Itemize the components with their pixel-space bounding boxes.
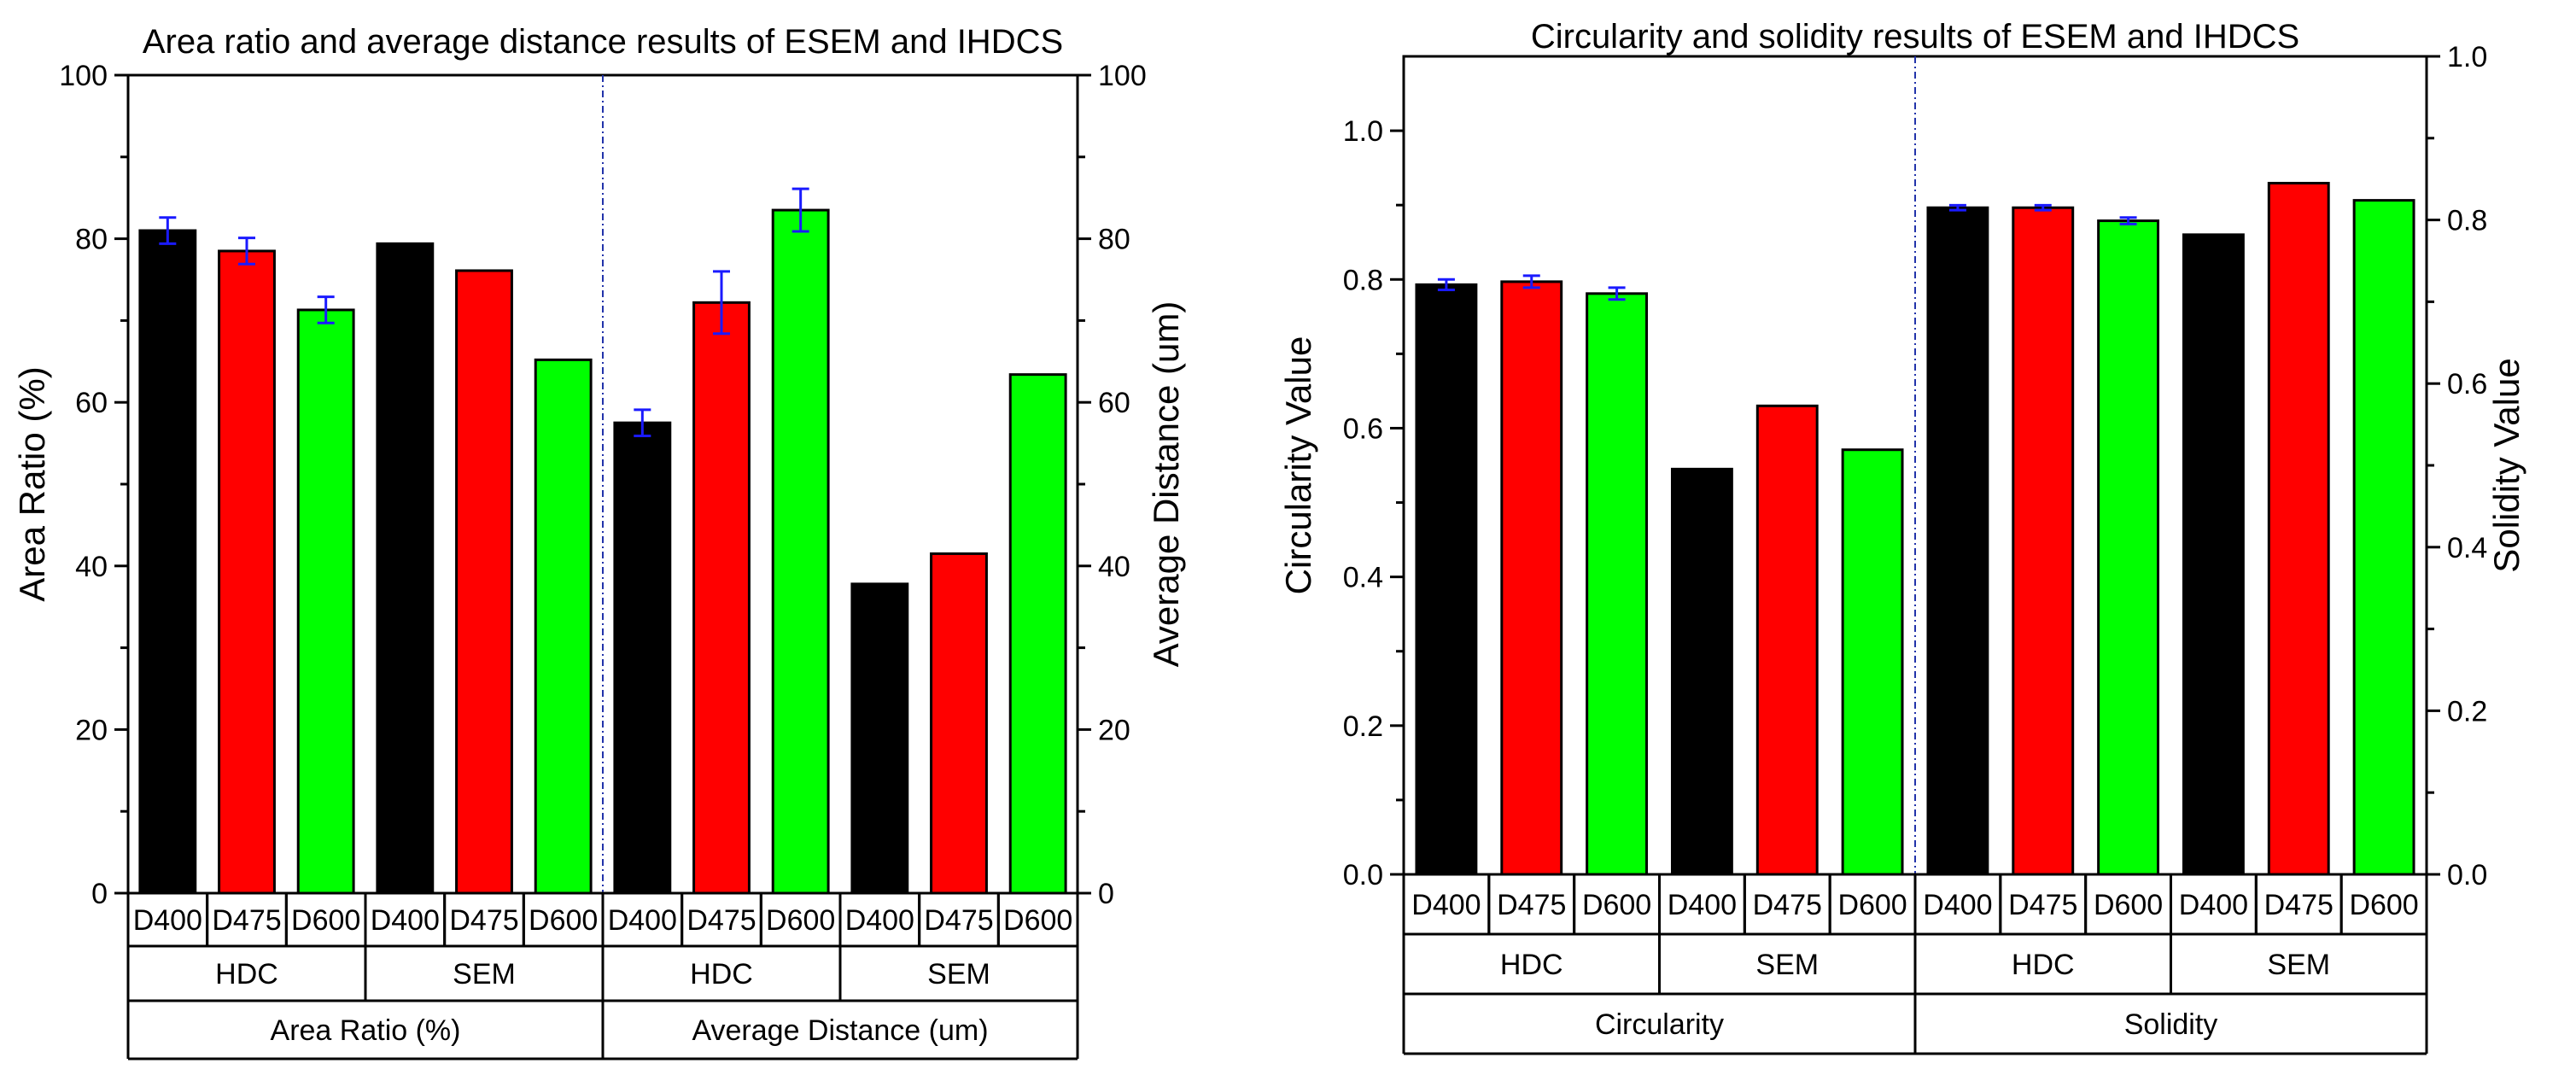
group-label: HDC [2012, 949, 2075, 981]
y-tick-label: 0.8 [1343, 264, 1383, 296]
bar [455, 269, 513, 895]
y-tick-label: 0.6 [1343, 412, 1383, 445]
chart-title: Area ratio and average distance results … [143, 23, 1063, 61]
y-tick-label: 60 [75, 387, 108, 419]
bar [613, 421, 672, 895]
bar [930, 552, 988, 895]
category-label: D400 [608, 904, 677, 937]
category-label: D475 [924, 904, 993, 937]
category-label: D400 [133, 904, 202, 937]
bar [376, 242, 435, 895]
bar [218, 249, 276, 895]
bar [1586, 292, 1649, 876]
y2-tick-label: 0 [1098, 878, 1114, 910]
metric-label: Circularity [1595, 1008, 1724, 1041]
y2-tick-label: 1.0 [2447, 41, 2487, 73]
category-label: D600 [766, 904, 835, 937]
group-label: SEM [1755, 949, 1819, 981]
y2-tick-label: 60 [1098, 387, 1130, 419]
y2-tick-label: 100 [1098, 60, 1147, 92]
y-axis-label: Circularity Value [1278, 336, 1318, 595]
y2-tick-label: 0.8 [2447, 205, 2487, 237]
bar [1841, 448, 1904, 876]
chart-title: Circularity and solidity results of ESEM… [1531, 18, 2299, 56]
y-axis-label: Area Ratio (%) [12, 366, 52, 601]
category-label: D475 [449, 904, 518, 937]
bar [1415, 283, 1478, 876]
bar [692, 301, 751, 895]
category-label: D475 [1497, 889, 1566, 921]
group-label: HDC [690, 958, 753, 990]
category-label: D600 [1003, 904, 1072, 937]
group-label: HDC [1500, 949, 1563, 981]
category-cell [996, 891, 1079, 948]
bar [2267, 181, 2330, 876]
bar [1500, 280, 1563, 876]
y-tick-label: 0.2 [1343, 710, 1383, 743]
group-label: SEM [453, 958, 516, 990]
y-tick-label: 100 [59, 60, 108, 92]
chart-area-ratio-distance: Area ratio and average distance results … [12, 23, 1186, 1061]
bar [1670, 467, 1733, 876]
bar [296, 308, 355, 895]
y-tick-label: 40 [75, 551, 108, 583]
metric-label: Average Distance (um) [692, 1014, 988, 1047]
category-label: D600 [1837, 889, 1907, 921]
bar [2012, 206, 2075, 876]
bar [850, 582, 909, 895]
category-label: D600 [529, 904, 598, 937]
bar [771, 208, 830, 895]
y2-axis-label: Solidity Value [2486, 358, 2526, 572]
y-tick-label: 80 [75, 224, 108, 256]
group-label: SEM [2267, 949, 2330, 981]
category-label: D400 [371, 904, 440, 937]
y-tick-label: 0.4 [1343, 562, 1383, 594]
bar [2097, 219, 2160, 876]
y2-tick-label: 20 [1098, 714, 1130, 746]
category-label: D600 [2094, 889, 2163, 921]
metric-label: Area Ratio (%) [271, 1014, 461, 1047]
category-label: D600 [1582, 889, 1651, 921]
bar [534, 358, 593, 895]
y-tick-label: 1.0 [1343, 115, 1383, 148]
y2-tick-label: 0.0 [2447, 859, 2487, 891]
category-label: D475 [2008, 889, 2077, 921]
y2-tick-label: 80 [1098, 224, 1130, 256]
category-label: D400 [845, 904, 914, 937]
bar [2352, 199, 2415, 876]
y-tick-label: 20 [75, 714, 108, 746]
group-label: HDC [215, 958, 278, 990]
y-tick-label: 0.0 [1343, 859, 1383, 891]
category-label: D400 [2179, 889, 2248, 921]
y2-tick-label: 40 [1098, 551, 1130, 583]
chart-circularity-solidity: Circularity and solidity results of ESEM… [1278, 18, 2526, 1055]
category-label: D475 [686, 904, 756, 937]
category-label: D400 [1668, 889, 1737, 921]
bar [138, 229, 197, 895]
category-label: D475 [2264, 889, 2334, 921]
group-label: SEM [927, 958, 990, 990]
bar [1008, 373, 1067, 895]
y2-tick-label: 0.4 [2447, 532, 2487, 564]
category-label: D400 [1411, 889, 1481, 921]
category-cell [2339, 873, 2428, 936]
category-label: D475 [212, 904, 281, 937]
bar [2182, 233, 2245, 876]
y-tick-label: 0 [91, 878, 108, 910]
y2-tick-label: 0.2 [2447, 695, 2487, 727]
metric-label: Solidity [2124, 1008, 2218, 1041]
bar [1755, 404, 1819, 876]
category-label: D400 [1923, 889, 1992, 921]
y2-axis-label: Average Distance (um) [1146, 301, 1186, 668]
y2-tick-label: 0.6 [2447, 368, 2487, 400]
bar [1926, 206, 1989, 876]
category-label: D600 [291, 904, 360, 937]
category-label: D475 [1753, 889, 1822, 921]
category-label: D600 [2349, 889, 2418, 921]
